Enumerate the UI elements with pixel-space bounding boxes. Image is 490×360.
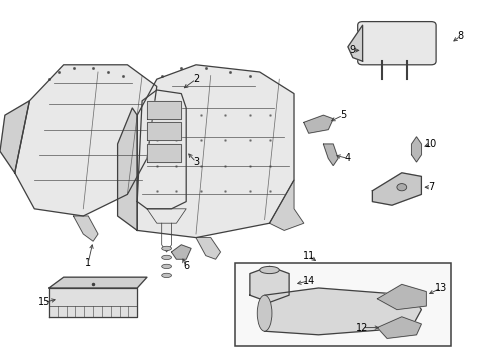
Text: 2: 2 [193,74,199,84]
Text: 11: 11 [303,251,315,261]
Polygon shape [147,144,181,162]
Polygon shape [74,216,98,241]
Text: 1: 1 [85,258,91,268]
Polygon shape [304,115,333,133]
Polygon shape [137,65,294,238]
Polygon shape [265,288,421,335]
Polygon shape [147,122,181,140]
Ellipse shape [162,273,172,278]
Polygon shape [172,245,191,259]
Ellipse shape [257,295,272,331]
Bar [235,263,451,346]
Polygon shape [348,25,363,61]
Text: 15: 15 [38,297,50,307]
Polygon shape [147,209,186,223]
Polygon shape [372,173,421,205]
Text: 9: 9 [350,45,356,55]
Text: 3: 3 [193,157,199,167]
Polygon shape [137,90,186,209]
Polygon shape [323,144,338,166]
Text: 13: 13 [435,283,447,293]
Text: 14: 14 [303,276,315,286]
Text: 7: 7 [428,182,434,192]
Ellipse shape [162,246,172,251]
Text: 6: 6 [183,261,189,271]
Polygon shape [49,288,137,317]
Polygon shape [196,238,220,259]
Ellipse shape [397,184,407,191]
Polygon shape [49,277,147,288]
Text: 12: 12 [356,323,369,333]
Text: 4: 4 [345,153,351,163]
Text: 8: 8 [458,31,464,41]
Text: 5: 5 [340,110,346,120]
Polygon shape [412,137,421,162]
Polygon shape [250,266,289,302]
Ellipse shape [162,264,172,269]
Polygon shape [0,101,29,173]
Polygon shape [377,284,426,310]
Ellipse shape [260,266,279,274]
FancyBboxPatch shape [358,22,436,65]
Text: 10: 10 [425,139,437,149]
Polygon shape [270,180,304,230]
Polygon shape [147,101,181,119]
Polygon shape [118,108,137,230]
Polygon shape [377,317,421,338]
Ellipse shape [162,255,172,260]
Polygon shape [15,65,157,216]
